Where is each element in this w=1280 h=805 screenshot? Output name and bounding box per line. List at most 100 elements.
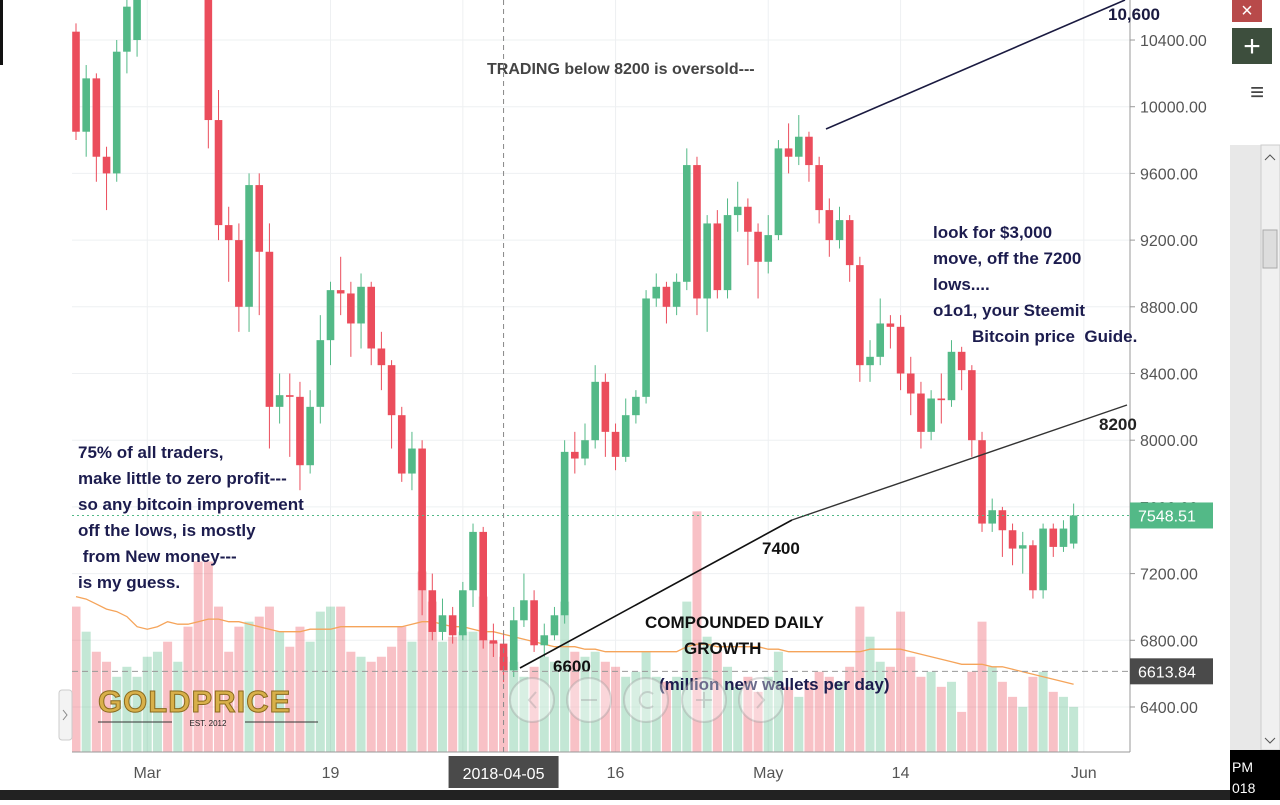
candle-body	[448, 615, 457, 636]
note-line: 75% of all traders,	[78, 443, 224, 462]
volume-bar	[957, 711, 967, 752]
candle-body	[683, 165, 691, 282]
candle-body	[560, 451, 569, 616]
candle-body	[835, 220, 844, 241]
candle-body	[326, 290, 335, 341]
trend-line	[519, 519, 793, 669]
volume-bar	[1058, 696, 1068, 752]
candle-body	[418, 448, 426, 591]
x-tick-label: 16	[607, 765, 625, 782]
menu-icon[interactable]: ≡	[1250, 79, 1264, 106]
volume-bar	[163, 641, 173, 752]
candle-body	[632, 396, 640, 416]
gutter	[1216, 0, 1230, 800]
volume-layer	[72, 511, 1079, 752]
volume-bar	[529, 666, 539, 752]
volume-bar	[448, 636, 458, 752]
volume-bar	[1038, 671, 1048, 752]
note-line: so any bitcoin improvement	[78, 495, 304, 514]
candle-body	[815, 165, 823, 211]
candle-body	[530, 600, 538, 646]
close-button[interactable]	[1232, 0, 1262, 22]
volume-bar	[885, 666, 895, 752]
candle-body	[408, 448, 416, 474]
volume-bar	[743, 676, 753, 752]
candle-body	[102, 156, 111, 174]
y-tick-label: 10000.00	[1140, 100, 1207, 117]
candle-body	[825, 210, 834, 241]
candle-body	[1018, 545, 1027, 549]
candle-body	[255, 185, 264, 252]
candle-body	[978, 440, 986, 524]
volume-bar	[916, 676, 926, 752]
side-tab[interactable]	[58, 689, 73, 741]
volume-bar	[549, 661, 559, 752]
candle-body	[733, 206, 742, 216]
volume-bar	[906, 656, 916, 752]
candle-body	[886, 323, 895, 327]
note-line: look for $3,000	[933, 223, 1052, 242]
level-label: 7400	[762, 539, 800, 558]
candle-body	[744, 206, 752, 232]
volume-bar	[875, 661, 885, 752]
y-tick-label: 6400.00	[1140, 700, 1198, 717]
volume-bar	[804, 681, 814, 752]
volume-bar	[692, 511, 702, 752]
y-tick-label: 9200.00	[1140, 233, 1198, 250]
side-tab-icon	[62, 709, 68, 721]
logo: GOLDPRICE	[98, 684, 291, 719]
crosshair-price-box	[1130, 658, 1213, 685]
candle-body	[387, 365, 396, 416]
candle-body	[571, 451, 579, 459]
note-line: make little to zero profit---	[78, 469, 287, 488]
logo-sub: EST. 2012	[190, 719, 227, 728]
volume-bar	[631, 671, 641, 752]
candle-body	[123, 6, 131, 52]
volume-bar	[275, 631, 285, 752]
candle-body	[611, 431, 620, 457]
volume-bar	[814, 671, 824, 752]
edge	[0, 0, 3, 65]
add-icon: +	[1243, 30, 1261, 63]
volume-bar	[1008, 696, 1018, 752]
note-line: off the lows, is mostly	[78, 521, 256, 540]
volume-bar	[203, 561, 213, 752]
y-tick-label: 7200.00	[1140, 567, 1198, 584]
candle-body	[265, 251, 274, 407]
x-tick-label: Jun	[1071, 765, 1097, 782]
trend-line	[791, 404, 1128, 521]
candle-body	[296, 396, 304, 466]
candle-body	[459, 590, 467, 636]
volume-bar	[102, 661, 112, 752]
candle-body	[285, 395, 294, 397]
candle-body	[438, 615, 447, 632]
candle-body	[723, 215, 732, 291]
candle-body	[469, 531, 477, 591]
volume-bar	[794, 696, 804, 752]
candle-body	[550, 615, 559, 636]
candle-body	[72, 31, 80, 132]
candle-body	[662, 286, 671, 307]
volume-bar	[987, 666, 997, 752]
volume-bar	[407, 641, 417, 752]
candle-body	[703, 223, 711, 299]
crosshair-date-box	[448, 756, 559, 788]
nav-buttons[interactable]	[509, 677, 784, 723]
candle-body	[306, 406, 314, 466]
volume-bar	[305, 641, 315, 752]
add-button[interactable]	[1232, 28, 1272, 64]
candle-body	[214, 120, 223, 226]
volume-bar	[366, 661, 376, 752]
volume-bar	[295, 626, 305, 752]
candle-body	[479, 531, 487, 641]
volume-bar	[611, 666, 621, 752]
candle-body	[92, 78, 101, 157]
candle-body	[927, 398, 935, 432]
scroll-thumb[interactable]	[1262, 229, 1278, 269]
candle-body	[672, 281, 681, 307]
volume-bar	[437, 641, 447, 752]
candle-body	[367, 286, 376, 349]
volume-bar	[183, 626, 193, 752]
